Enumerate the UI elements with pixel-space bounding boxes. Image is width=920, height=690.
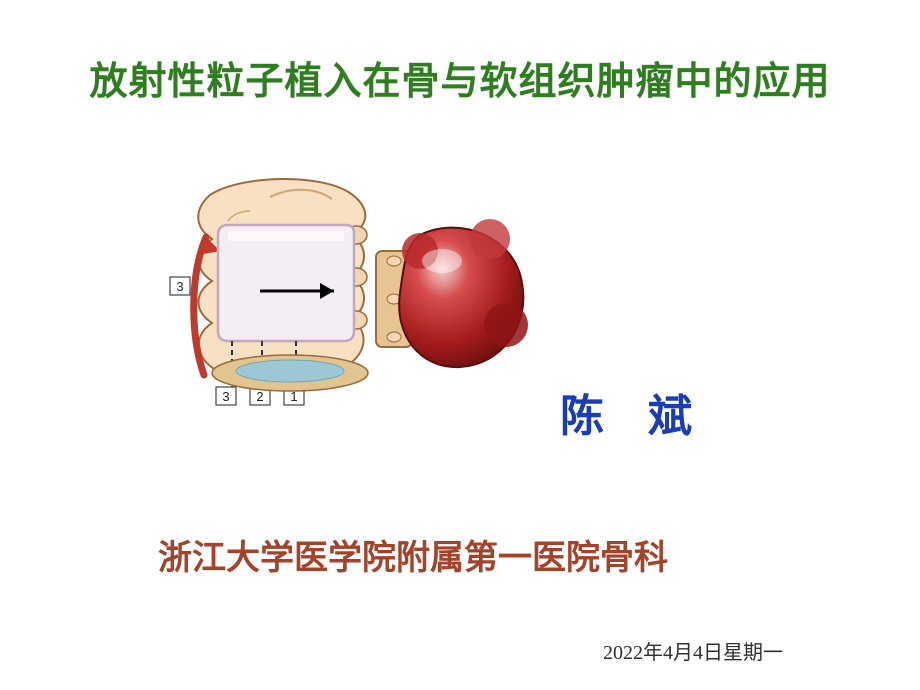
affiliation-line: 浙江大学医学院附属第一医院骨科 — [158, 530, 668, 579]
tumor-lobule — [484, 303, 528, 347]
date-text: 2022年4月4日星期一 — [603, 642, 783, 664]
slide-title-text: 放射性粒子植入在骨与软组织肿瘤中的应用 — [89, 61, 830, 103]
label-3-lower-text: 3 — [222, 389, 229, 404]
vertebra-tumor-svg: 3 3 2 1 — [120, 165, 540, 445]
author-name: 陈 斌 — [560, 380, 692, 444]
label-2-text: 2 — [256, 389, 263, 404]
vertebral-body-face — [218, 225, 354, 341]
slide-title: 放射性粒子植入在骨与软组织肿瘤中的应用 — [0, 50, 920, 105]
tumor-highlight — [422, 249, 462, 273]
vertebral-body-sheen — [228, 231, 344, 241]
vertebra-tumor-illustration: 3 3 2 1 — [120, 165, 540, 445]
vertebral-body-block — [218, 225, 354, 341]
intervertebral-disc — [212, 355, 368, 391]
label-3-upper-text: 3 — [176, 279, 183, 294]
tumor-lobule — [470, 219, 510, 259]
tumor-mass — [399, 219, 528, 367]
label-box-3-lower: 3 — [216, 387, 236, 405]
date-footer: 2022年4月4日星期一 — [603, 636, 783, 665]
author-name-text: 陈 斌 — [560, 392, 692, 441]
affiliation-text: 浙江大学医学院附属第一医院骨科 — [158, 539, 668, 577]
label-box-3-upper: 3 — [170, 277, 190, 295]
